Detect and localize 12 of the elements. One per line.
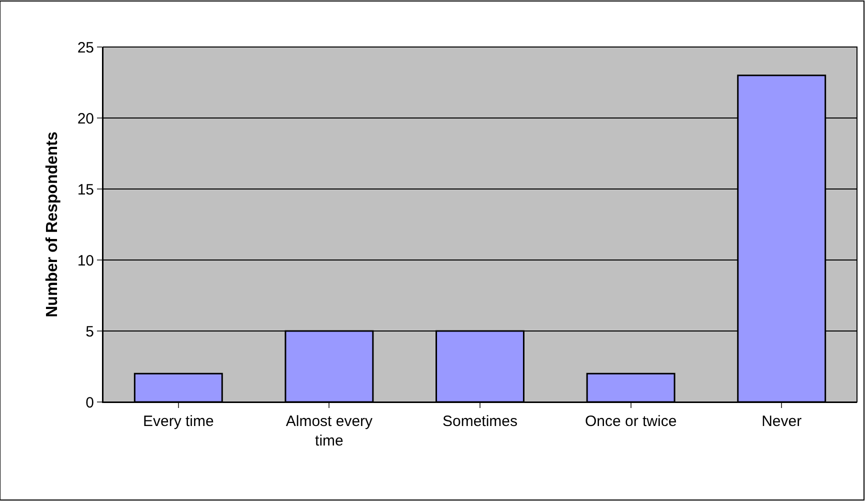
x-tick-label: Never [762,413,802,430]
y-tick-label: 15 [77,181,94,198]
y-tick-label: 0 [86,394,94,412]
y-axis-title: Number of Respondents [44,132,62,318]
y-tick-label: 5 [86,323,94,340]
x-tick-label: Almost every time [286,413,374,450]
y-tick-label: 20 [77,110,94,128]
x-tick-label: Every time [142,413,214,430]
y-tick-label: 25 [77,39,94,56]
y-tick-label: 10 [77,252,94,270]
x-tick-label: Once or twice [584,413,677,430]
x-tick-label: Sometimes [442,413,518,430]
